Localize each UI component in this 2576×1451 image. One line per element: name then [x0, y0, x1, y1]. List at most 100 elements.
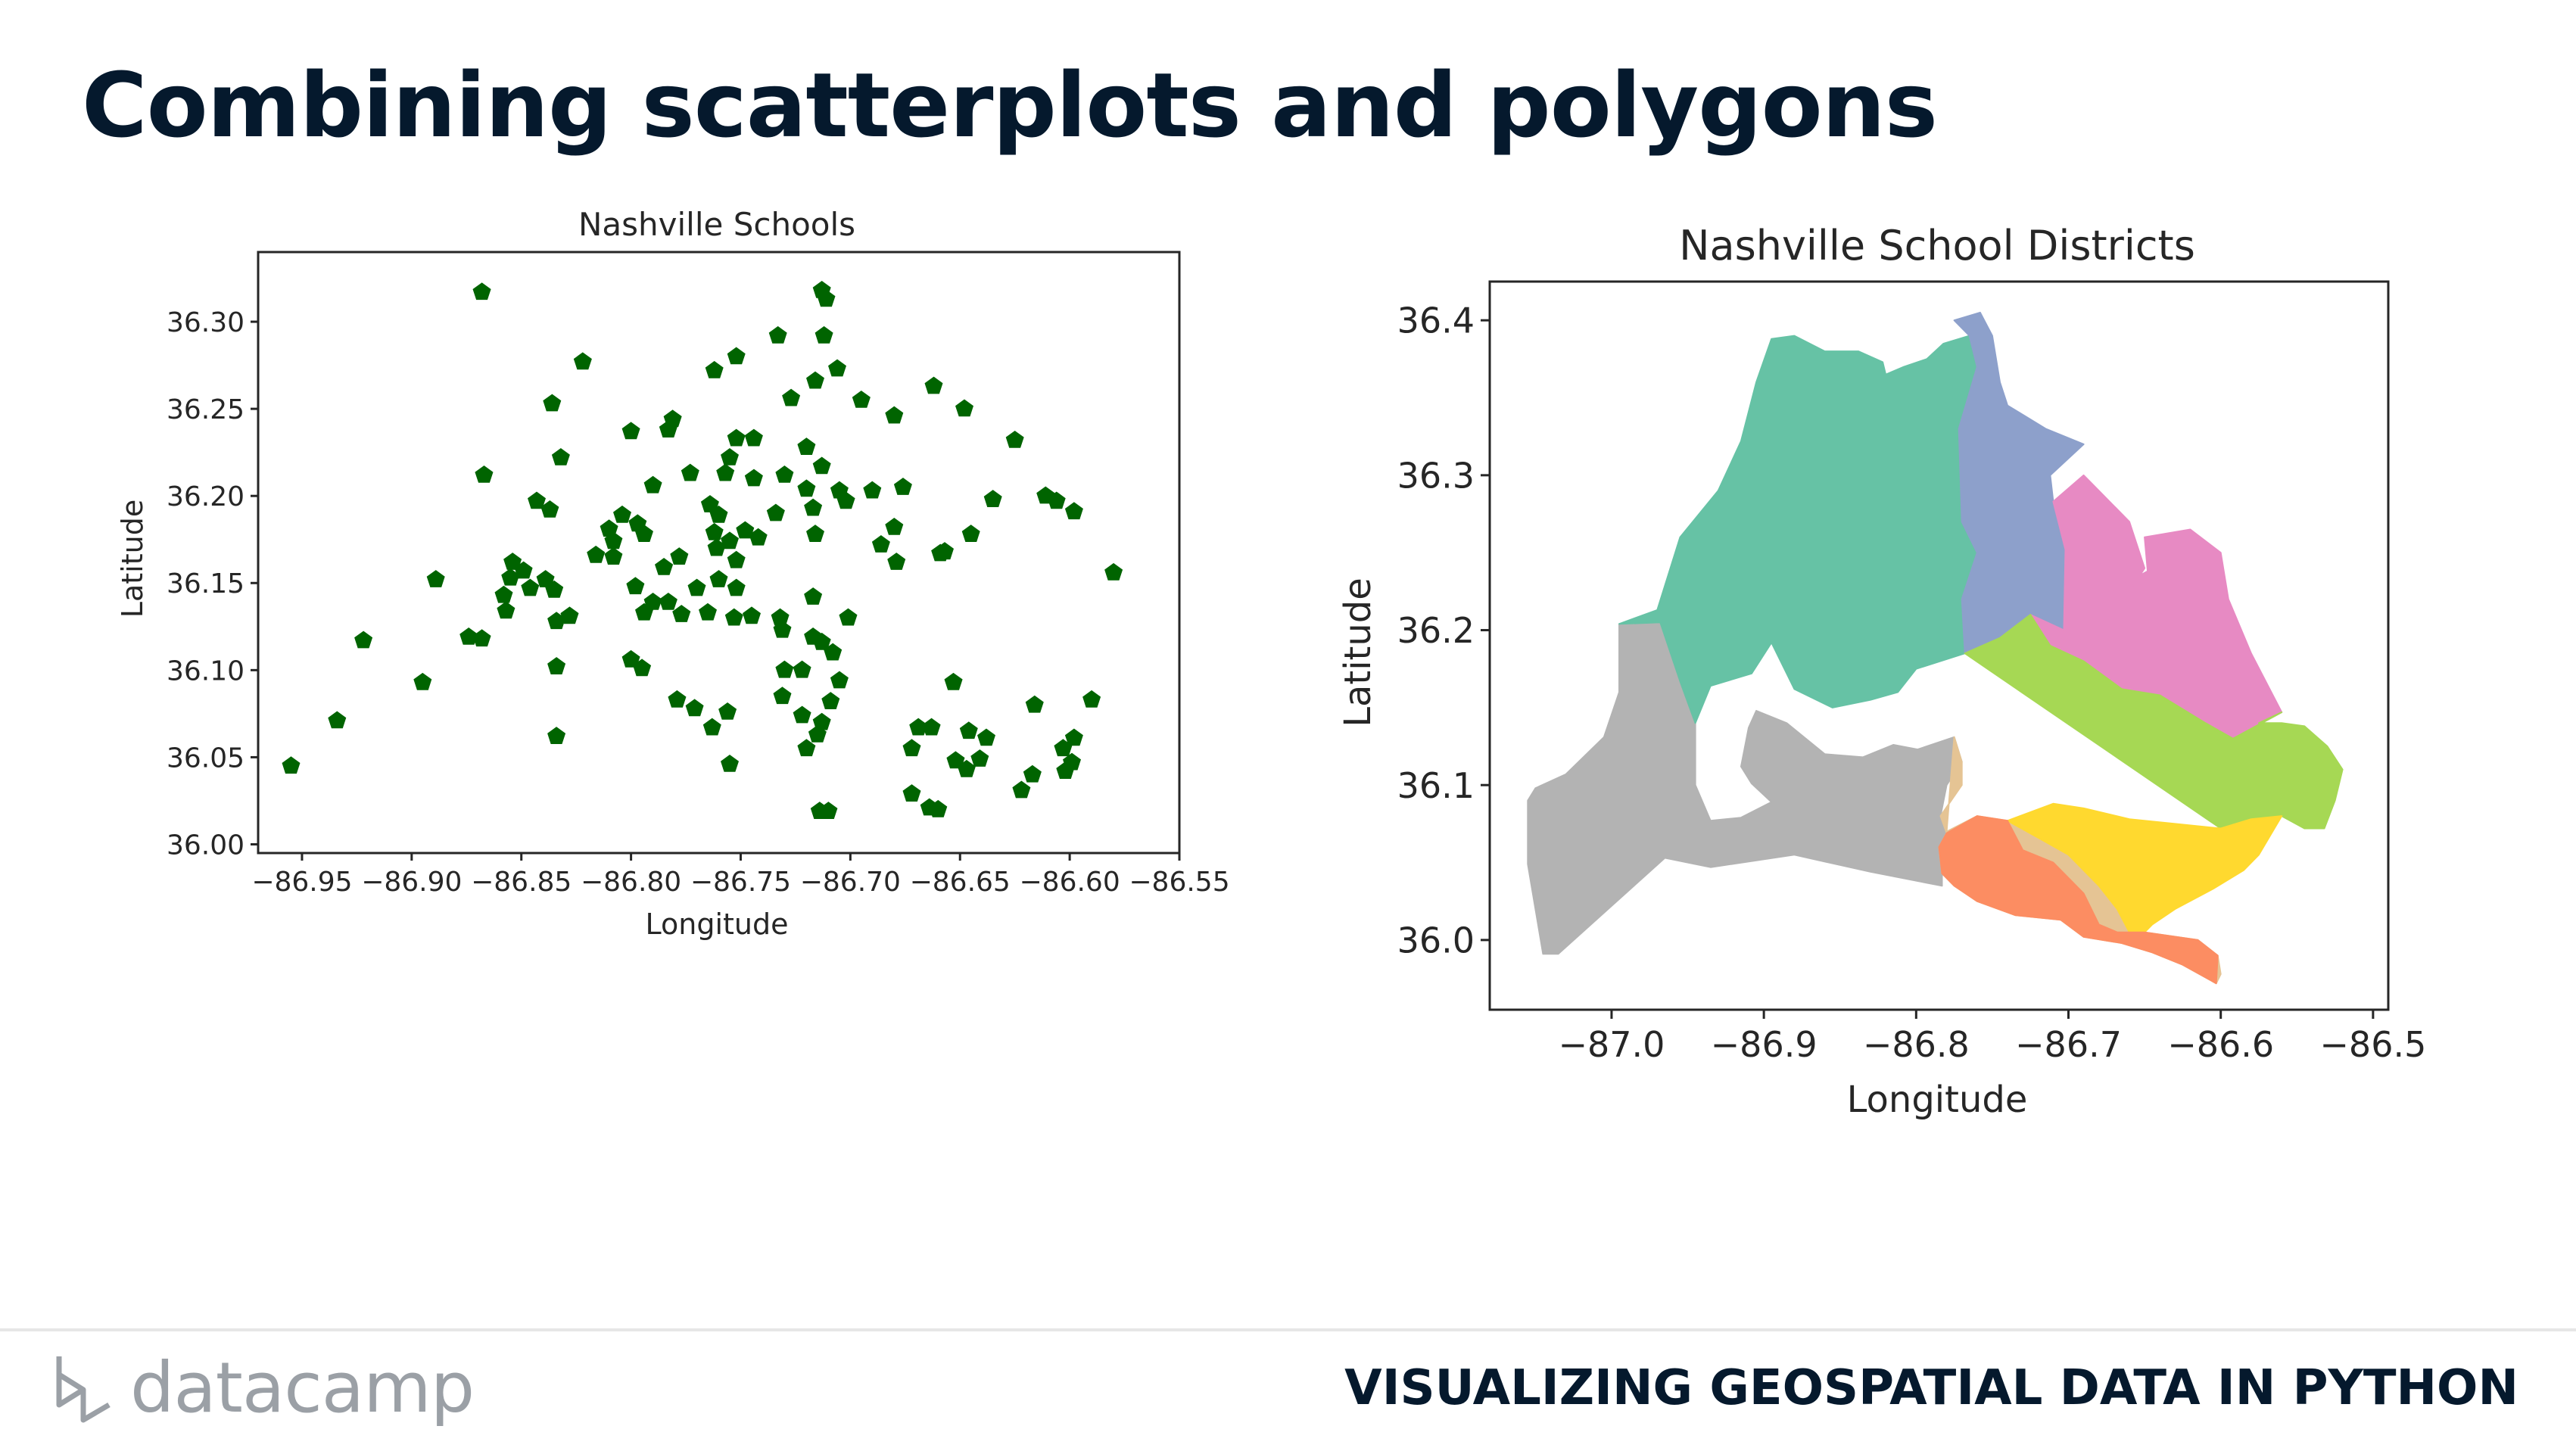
- school-point: [793, 705, 811, 724]
- school-point: [718, 702, 737, 720]
- axes-frame: [257, 251, 1181, 855]
- school-point: [721, 754, 739, 772]
- district-8-polygon: [1938, 815, 2219, 985]
- y-tick-label: 36.3: [1397, 455, 1475, 496]
- school-point: [497, 601, 516, 619]
- school-point: [924, 376, 943, 394]
- school-point: [1056, 761, 1075, 779]
- school-point: [946, 751, 965, 769]
- school-point: [721, 531, 739, 550]
- school-point: [812, 632, 831, 650]
- school-point: [659, 420, 677, 437]
- school-point: [687, 578, 706, 596]
- school-point: [709, 505, 728, 523]
- school-point: [413, 672, 432, 690]
- school-point: [626, 577, 645, 595]
- school-point: [1047, 491, 1066, 509]
- y-tick-label: 36.0: [1397, 920, 1475, 961]
- school-point: [736, 521, 755, 539]
- school-point: [1012, 780, 1031, 799]
- school-point: [621, 422, 640, 440]
- school-point: [705, 522, 724, 540]
- school-point: [672, 605, 691, 622]
- school-point: [944, 672, 963, 690]
- school-point: [839, 608, 858, 626]
- map-ylabel: Latitude: [1337, 578, 1379, 727]
- school-point: [705, 360, 724, 378]
- school-point: [1025, 695, 1044, 713]
- school-point: [922, 718, 941, 736]
- school-point: [775, 465, 794, 483]
- school-point: [1023, 764, 1042, 783]
- map-xlabel: Longitude: [1847, 1079, 2028, 1121]
- school-point: [721, 447, 739, 466]
- scatter-plot-area: −86.95 −86.90 −86.85 −86.80 −86.75 −86.70 −86.…: [167, 251, 1230, 898]
- school-point: [475, 465, 494, 483]
- school-point: [635, 525, 653, 542]
- x-tick-label: −86.6: [2167, 1024, 2274, 1065]
- school-point: [472, 629, 491, 647]
- school-point: [902, 739, 921, 757]
- school-point: [635, 603, 653, 621]
- school-point: [727, 578, 746, 596]
- school-point: [655, 557, 674, 575]
- x-tick-label: −86.55: [1129, 867, 1229, 898]
- scatter-chart-nashville-schools: Nashville Schools −86.95 −86.90 −86.85 −86.…: [116, 206, 1230, 941]
- x-tick-label: −86.8: [1863, 1024, 1970, 1065]
- school-point: [659, 592, 677, 610]
- school-point: [681, 463, 699, 481]
- school-point: [702, 718, 721, 736]
- school-point: [540, 500, 559, 518]
- school-point: [699, 603, 717, 621]
- axes-frame: [1488, 280, 2390, 1011]
- school-point: [459, 627, 478, 645]
- x-tick-label: −86.9: [1711, 1024, 1818, 1065]
- datacamp-logo-icon: [56, 1356, 111, 1422]
- school-point: [815, 325, 833, 344]
- school-point: [871, 534, 890, 553]
- school-point: [808, 724, 827, 743]
- school-point: [885, 406, 904, 424]
- school-point: [797, 739, 816, 757]
- school-point: [670, 547, 689, 565]
- x-tick-label: −86.85: [471, 867, 572, 898]
- school-point: [472, 282, 491, 300]
- school-point: [707, 538, 726, 556]
- school-point: [1064, 728, 1083, 746]
- school-point: [547, 727, 566, 744]
- school-point: [528, 491, 546, 509]
- school-point: [744, 428, 763, 447]
- scatter-ylabel: Latitude: [116, 500, 149, 618]
- x-tick-label: −86.5: [2319, 1024, 2426, 1065]
- school-point: [573, 352, 592, 370]
- school-point: [804, 587, 823, 605]
- school-point: [806, 525, 824, 542]
- school-point: [727, 428, 746, 447]
- map-chart-nashville-school-districts: Nashville School Districts −87.0 −86.9 −86…: [1337, 222, 2426, 1121]
- school-point: [354, 631, 373, 649]
- school-point: [793, 660, 811, 678]
- school-point: [821, 692, 840, 709]
- school-point: [970, 749, 989, 767]
- y-tick-label: 36.25: [167, 394, 245, 425]
- school-point: [955, 399, 973, 417]
- school-point: [775, 660, 794, 678]
- slide-title: Combining scatterplots and polygons: [82, 53, 1938, 157]
- school-point: [773, 620, 792, 638]
- y-tick-label: 36.00: [167, 830, 245, 861]
- y-tick-label: 36.1: [1397, 765, 1475, 806]
- school-point: [282, 756, 301, 774]
- y-tick-label: 36.05: [167, 743, 245, 774]
- school-point: [604, 547, 623, 565]
- school-point: [685, 699, 704, 717]
- school-point: [902, 784, 921, 802]
- school-point: [824, 643, 843, 661]
- x-tick-label: −87.0: [1558, 1024, 1665, 1065]
- school-point: [560, 606, 579, 624]
- school-point: [830, 671, 849, 689]
- school-point: [935, 542, 954, 560]
- school-point: [797, 437, 816, 455]
- school-point: [727, 550, 746, 568]
- school-point: [828, 359, 846, 377]
- school-point: [668, 690, 687, 708]
